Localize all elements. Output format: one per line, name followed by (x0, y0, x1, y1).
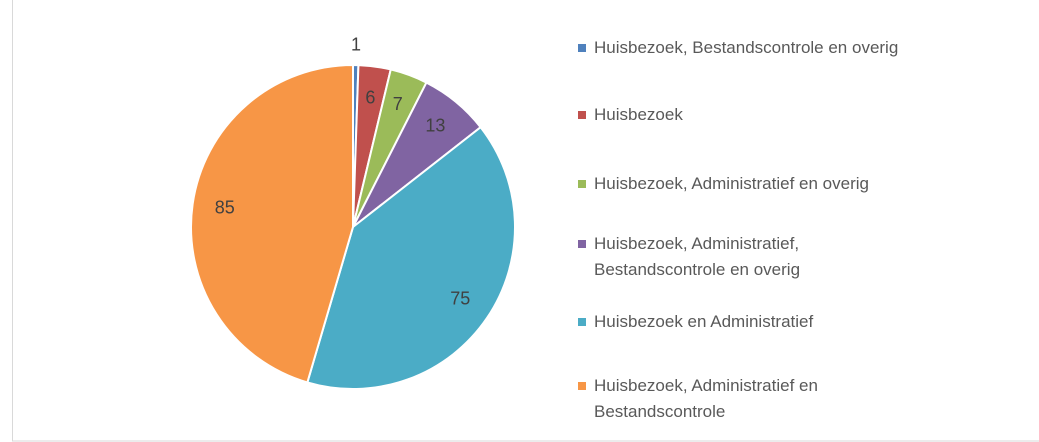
legend-label: Huisbezoek en Administratief (594, 312, 814, 331)
legend-entry: Huisbezoek (578, 102, 683, 128)
legend-swatch (578, 180, 586, 188)
chart-border (12, 0, 1039, 442)
legend-entry: Huisbezoek, Administratief, Bestandscont… (578, 231, 894, 283)
data-label: 75 (450, 289, 470, 309)
data-label: 7 (393, 94, 403, 114)
legend-label: Huisbezoek, Administratief en overig (594, 174, 869, 193)
legend-swatch (578, 318, 586, 326)
pie-slice (306, 125, 516, 390)
data-label: 85 (215, 197, 235, 217)
legend-entry: Huisbezoek, Bestandscontrole en overig (578, 35, 898, 61)
legend-entry: Huisbezoek, Administratief en Bestandsco… (578, 373, 894, 425)
legend-entry: Huisbezoek en Administratief (578, 309, 813, 335)
legend-label: Huisbezoek, Bestandscontrole en overig (594, 38, 899, 57)
legend-label: Huisbezoek, Administratief en Bestandsco… (594, 376, 818, 421)
data-label: 1 (351, 34, 361, 54)
legend-swatch (578, 44, 586, 52)
data-label: 6 (365, 87, 375, 107)
legend-entry: Huisbezoek, Administratief en overig (578, 171, 869, 197)
legend-swatch (578, 240, 586, 248)
data-label: 13 (425, 116, 445, 136)
legend-label: Huisbezoek, Administratief, Bestandscont… (594, 234, 801, 279)
pie-slice (190, 63, 354, 384)
legend-swatch (578, 382, 586, 390)
legend-label: Huisbezoek (594, 105, 683, 124)
legend-swatch (578, 111, 586, 119)
